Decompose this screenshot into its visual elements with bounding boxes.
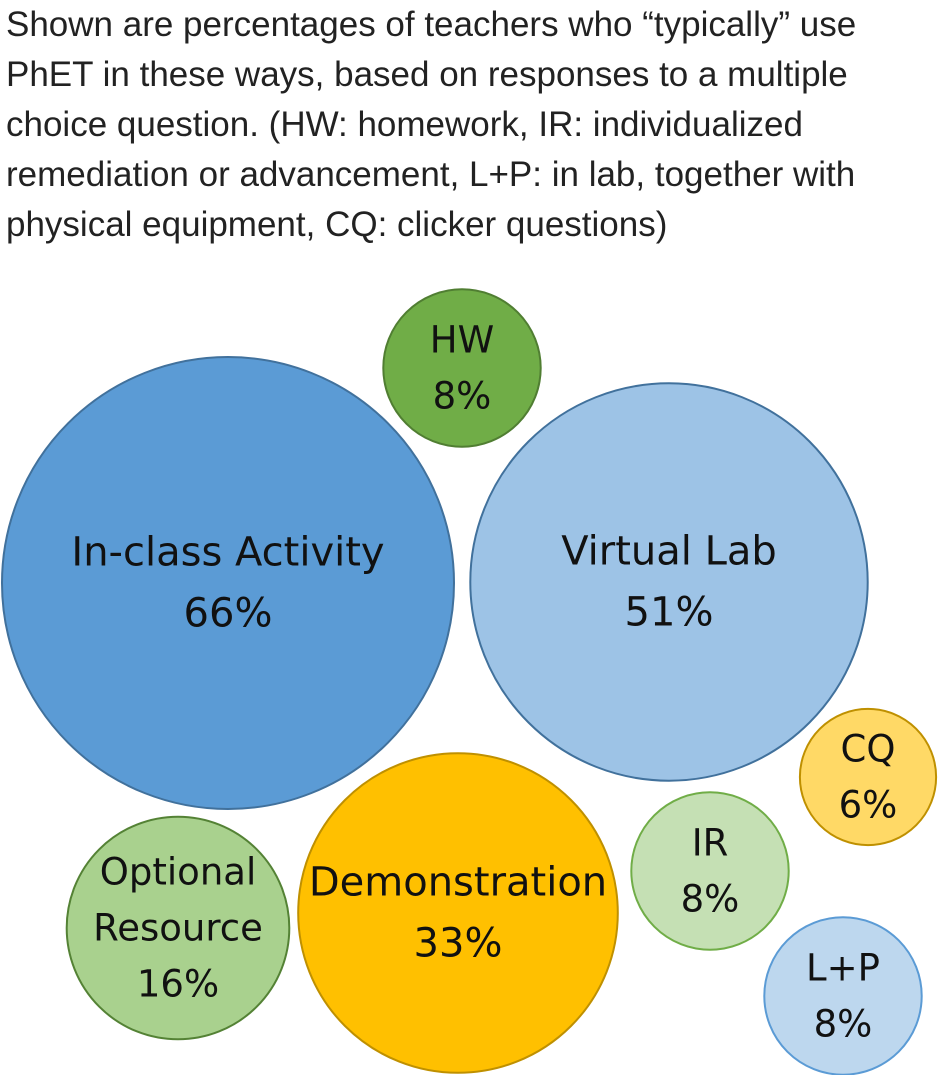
bubble-circle-in-class-activity bbox=[1, 356, 455, 810]
bubble-virtual-lab: Virtual Lab 51% bbox=[469, 382, 869, 782]
bubble-circle-hw bbox=[382, 288, 542, 448]
bubble-value-l-p: 8% bbox=[814, 1003, 873, 1046]
bubble-value-cq: 6% bbox=[839, 784, 898, 827]
bubble-in-class-activity: In-class Activity 66% bbox=[1, 356, 455, 810]
bubble-value-ir: 8% bbox=[681, 878, 740, 921]
bubble-circle-cq bbox=[798, 707, 938, 847]
bubble-label-hw: HW bbox=[430, 318, 494, 361]
bubble-value-demonstration: 33% bbox=[414, 920, 503, 966]
bubble-circle-demonstration bbox=[297, 752, 619, 1074]
bubble-label-demonstration: Demonstration bbox=[309, 860, 607, 906]
bubble-ir: IR 8% bbox=[630, 791, 790, 951]
bubble-label-optional-resource: Resource bbox=[93, 907, 263, 950]
bubble-circle-l-p bbox=[763, 916, 923, 1075]
bubble-cq: CQ 6% bbox=[798, 707, 938, 847]
bubble-circle-optional-resource bbox=[65, 815, 291, 1041]
bubble-circle-ir bbox=[630, 791, 790, 951]
bubble-label-ir: IR bbox=[692, 821, 729, 864]
bubble-value-hw: 8% bbox=[433, 375, 492, 418]
chart-caption: Shown are percentages of teachers who “t… bbox=[6, 5, 857, 244]
bubble-l-p: L+P 8% bbox=[763, 916, 923, 1075]
bubble-label-optional-resource: Optional bbox=[100, 850, 256, 893]
bubble-label-cq: CQ bbox=[841, 727, 896, 770]
bubble-value-optional-resource: 16% bbox=[137, 963, 219, 1006]
bubble-demonstration: Demonstration 33% bbox=[297, 752, 619, 1074]
bubble-optional-resource: Optional Resource 16% bbox=[65, 815, 291, 1041]
bubble-hw: HW 8% bbox=[382, 288, 542, 448]
bubble-label-in-class-activity: In-class Activity bbox=[71, 530, 384, 576]
bubble-value-virtual-lab: 51% bbox=[625, 589, 714, 635]
bubble-circle-virtual-lab bbox=[469, 382, 869, 782]
bubble-value-in-class-activity: 66% bbox=[184, 590, 273, 636]
bubble-label-virtual-lab: Virtual Lab bbox=[561, 529, 777, 575]
bubble-label-l-p: L+P bbox=[806, 946, 880, 989]
